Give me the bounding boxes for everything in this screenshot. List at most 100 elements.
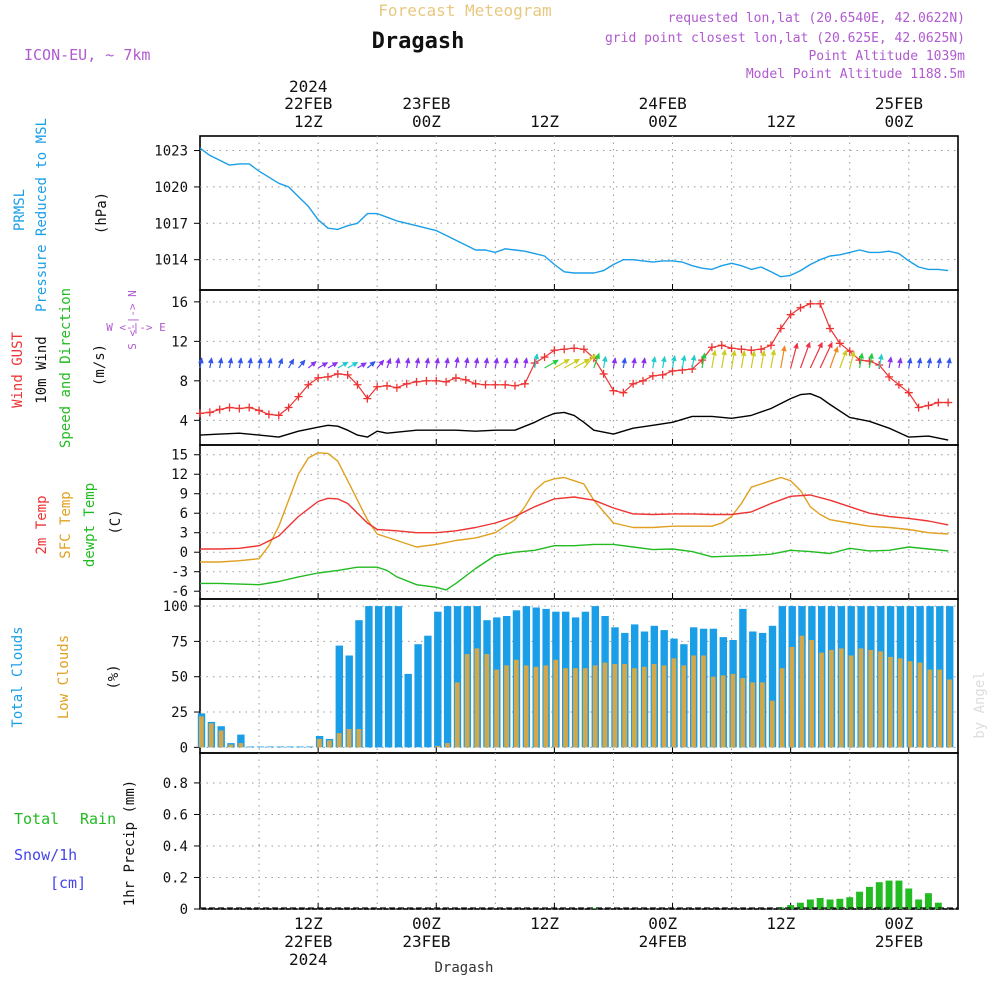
rain-bar <box>806 899 814 909</box>
wind-arrow-head <box>750 350 757 357</box>
bottom-hour-label: 00Z <box>884 914 913 933</box>
pressure-ytick-label: 1020 <box>154 180 188 196</box>
low-cloud-bar <box>543 665 549 748</box>
pressure-unit: (hPa) <box>94 192 110 234</box>
gust-marker <box>205 408 214 417</box>
rain-bar <box>905 888 913 909</box>
gust-marker <box>461 375 470 384</box>
temp-2m-label: 2m Temp <box>34 495 50 554</box>
gust-marker <box>707 343 716 352</box>
wind-arrow-head <box>217 357 224 364</box>
bottom-hour-label: 12Z <box>766 914 795 933</box>
low-cloud-bar <box>947 679 952 748</box>
wind-arrow-head <box>833 346 839 353</box>
top-hour-label: 12Z <box>766 112 795 131</box>
low-cloud-bar <box>858 648 864 748</box>
temp-ytick-label: 9 <box>180 487 188 503</box>
total-cloud-bar <box>345 655 353 748</box>
low-cloud-bar <box>327 740 332 748</box>
top-date-label: 22FEB <box>284 94 332 113</box>
wind-gust-label: Wind GUST <box>10 332 26 408</box>
gust-marker <box>540 353 549 362</box>
sfc-temp-line <box>200 452 949 563</box>
total-cloud-bar <box>434 611 442 748</box>
gust-marker <box>648 371 657 380</box>
pressure-label-msl: Pressure Reduced to MSL <box>34 118 50 312</box>
gust-marker <box>255 406 264 415</box>
temp-ytick-label: 3 <box>180 526 188 542</box>
total-cloud-bar <box>355 620 363 748</box>
gust-marker <box>766 341 775 350</box>
rain-bar <box>787 905 795 909</box>
total-cloud-bar <box>768 625 777 748</box>
low-cloud-bar <box>464 654 470 748</box>
gust-marker <box>658 370 667 379</box>
low-cloud-bar <box>770 700 775 748</box>
rain-bar <box>846 897 854 909</box>
pressure-ytick-label: 1017 <box>154 216 188 232</box>
top-hour-label: 12Z <box>530 112 559 131</box>
total-cloud-bar <box>286 746 294 748</box>
low-cloud-bar <box>710 676 716 748</box>
rain-bar <box>797 902 804 909</box>
gust-marker <box>885 372 894 381</box>
gust-marker <box>560 345 569 354</box>
low-cloud-bar <box>907 661 913 748</box>
dewpt-line <box>200 543 949 591</box>
model-altitude: Model Point Altitude 1188.5m <box>746 67 965 82</box>
gust-marker <box>323 372 332 381</box>
low-cloud-bar <box>917 662 923 748</box>
product-title: Forecast Meteogram <box>378 1 551 20</box>
precip-ytick-label: 0.4 <box>163 839 188 855</box>
low-cloud-bar <box>445 743 450 748</box>
low-cloud-bar <box>208 723 214 748</box>
gust-marker <box>796 303 805 312</box>
gust-marker <box>609 386 618 395</box>
low-cloud-bar <box>868 649 874 748</box>
wind-arrow-head <box>827 341 833 349</box>
point-altitude: Point Altitude 1039m <box>808 49 965 64</box>
wind-arrow-head <box>817 341 823 349</box>
temp-ytick-label: 6 <box>180 506 188 522</box>
total-cloud-bar <box>256 746 265 748</box>
wind-arrow-head <box>247 357 253 364</box>
wind-arrow-head <box>522 357 529 364</box>
rain-bar <box>866 886 873 909</box>
precip-rain-label: Rain <box>80 810 116 828</box>
gust-marker <box>845 347 854 356</box>
low-cloud-bar <box>838 648 844 748</box>
low-cloud-bar <box>642 666 647 748</box>
clouds-ytick-label: 75 <box>171 634 188 650</box>
gust-marker <box>826 324 835 333</box>
gust-marker <box>432 376 441 385</box>
precip-cm-label: [cm] <box>50 874 86 892</box>
cloud-total-label: Total Clouds <box>10 626 26 727</box>
temp-ytick-label: -6 <box>171 584 188 600</box>
low-cloud-bar <box>651 664 657 748</box>
low-cloud-bar <box>612 664 618 748</box>
low-cloud-bar <box>504 665 509 748</box>
wind-arrow-head <box>237 357 244 364</box>
low-cloud-bar <box>218 730 224 748</box>
model-label: ICON-EU, ~ 7km <box>24 46 150 64</box>
gust-marker <box>816 299 825 308</box>
total-cloud-bar <box>365 606 373 748</box>
wind-dir-label: Speed and Direction <box>58 288 74 448</box>
wind-arrow-head <box>513 357 519 364</box>
wind-arrow-head <box>331 362 339 368</box>
wind-arrow-head <box>690 354 697 361</box>
gust-marker <box>471 379 480 388</box>
top-date-label: 25FEB <box>875 94 923 113</box>
wind-arrow-head <box>936 357 942 364</box>
low-cloud-bar <box>691 655 696 748</box>
pressure-line <box>199 147 949 278</box>
wind-arrow-head <box>701 352 707 359</box>
rain-bar <box>925 893 932 909</box>
low-cloud-bar <box>582 668 588 748</box>
low-cloud-bar <box>533 666 539 748</box>
total-cloud-bar <box>453 606 462 748</box>
precip-ytick-label: 0 <box>180 902 188 918</box>
total-cloud-bar <box>384 606 393 748</box>
wind-frame <box>199 289 959 446</box>
low-cloud-bar <box>484 654 490 748</box>
